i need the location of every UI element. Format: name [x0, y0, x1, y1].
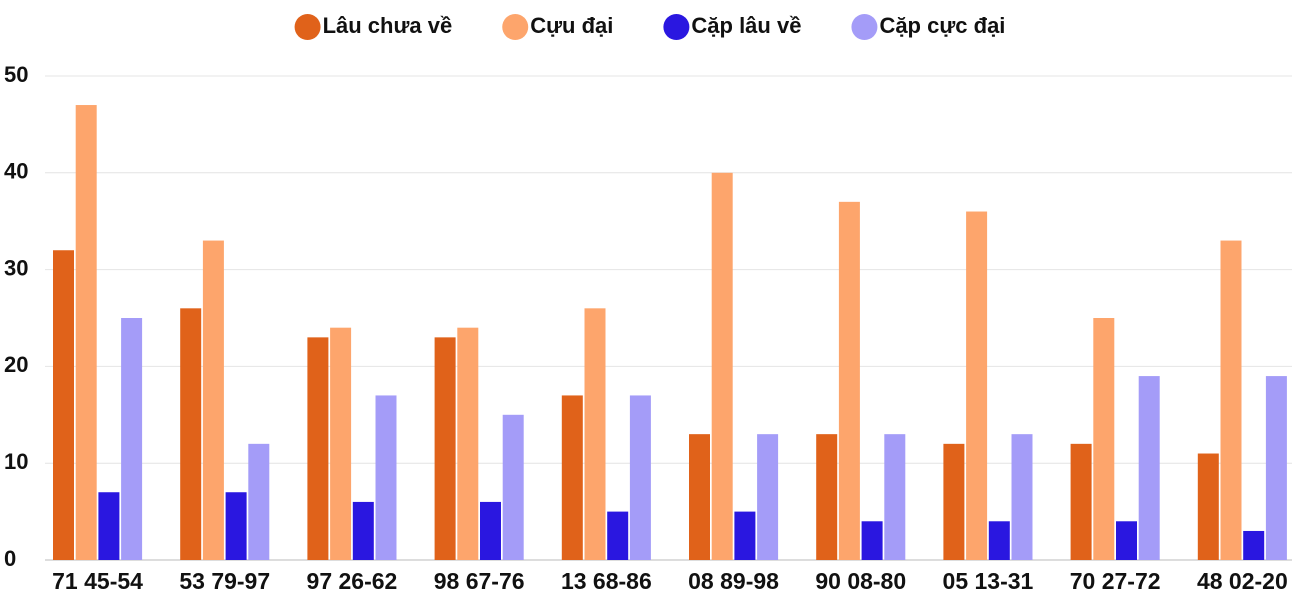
- bar: [1138, 376, 1160, 560]
- bar: [480, 501, 501, 560]
- y-tick-label: 50: [4, 62, 28, 87]
- bar: [584, 308, 606, 560]
- bar: [711, 172, 733, 561]
- bar: [307, 337, 329, 560]
- legend-swatch: [663, 14, 690, 40]
- bar: [502, 414, 524, 560]
- bar: [434, 337, 456, 560]
- y-tick-label: 40: [4, 159, 28, 184]
- bar: [121, 318, 143, 560]
- bar: [988, 521, 1010, 560]
- bar: [375, 395, 397, 560]
- bar: [1243, 530, 1265, 560]
- bar: [330, 327, 352, 560]
- y-tick-label: 30: [4, 255, 28, 280]
- bar: [248, 443, 270, 560]
- bar: [1116, 521, 1137, 560]
- bar: [98, 492, 120, 560]
- bar: [757, 434, 779, 560]
- legend-swatch: [294, 14, 321, 40]
- x-tick-label: 13 68-86: [561, 568, 652, 594]
- bar: [1011, 434, 1033, 560]
- bar: [943, 443, 965, 560]
- bar: [861, 521, 883, 560]
- x-tick-label: 70 27-72: [1070, 568, 1161, 594]
- x-tick-label: 71 45-54: [52, 568, 143, 594]
- bar: [1070, 443, 1092, 560]
- bar: [1265, 376, 1287, 560]
- bar: [1220, 240, 1242, 560]
- bar: [816, 434, 838, 560]
- bar: [734, 511, 756, 560]
- y-tick-label: 0: [4, 546, 16, 571]
- y-tick-label: 10: [4, 449, 28, 474]
- bar: [75, 105, 97, 560]
- x-tick-label: 97 26-62: [307, 568, 398, 594]
- x-tick-label: 08 89-98: [688, 568, 779, 594]
- bar: [607, 511, 629, 560]
- bar: [689, 434, 710, 560]
- bar: [180, 308, 202, 560]
- bar: [838, 201, 860, 560]
- x-tick-label: 05 13-31: [943, 568, 1034, 594]
- bar: [1093, 318, 1115, 560]
- bar: [225, 492, 247, 560]
- bar: [1197, 453, 1219, 560]
- x-tick-label: 98 67-76: [434, 568, 525, 594]
- legend-label: Cựu đại: [530, 13, 613, 38]
- x-tick-label: 53 79-97: [179, 568, 270, 594]
- legend-swatch: [851, 14, 878, 40]
- bar: [561, 395, 583, 560]
- bar: [352, 501, 374, 560]
- legend-label: Cặp cực đại: [879, 13, 1005, 38]
- bar: [202, 240, 224, 560]
- bar: [53, 250, 74, 561]
- x-tick-label: 48 02-20: [1197, 568, 1288, 594]
- bar: [884, 434, 906, 560]
- legend-label: Lâu chưa về: [323, 13, 453, 38]
- bar: [629, 395, 651, 560]
- legend-label: Cặp lâu về: [691, 13, 801, 38]
- bar: [457, 327, 479, 560]
- x-tick-label: 90 08-80: [815, 568, 906, 594]
- legend-swatch: [502, 14, 529, 40]
- y-tick-label: 20: [4, 352, 28, 377]
- bar: [966, 211, 988, 560]
